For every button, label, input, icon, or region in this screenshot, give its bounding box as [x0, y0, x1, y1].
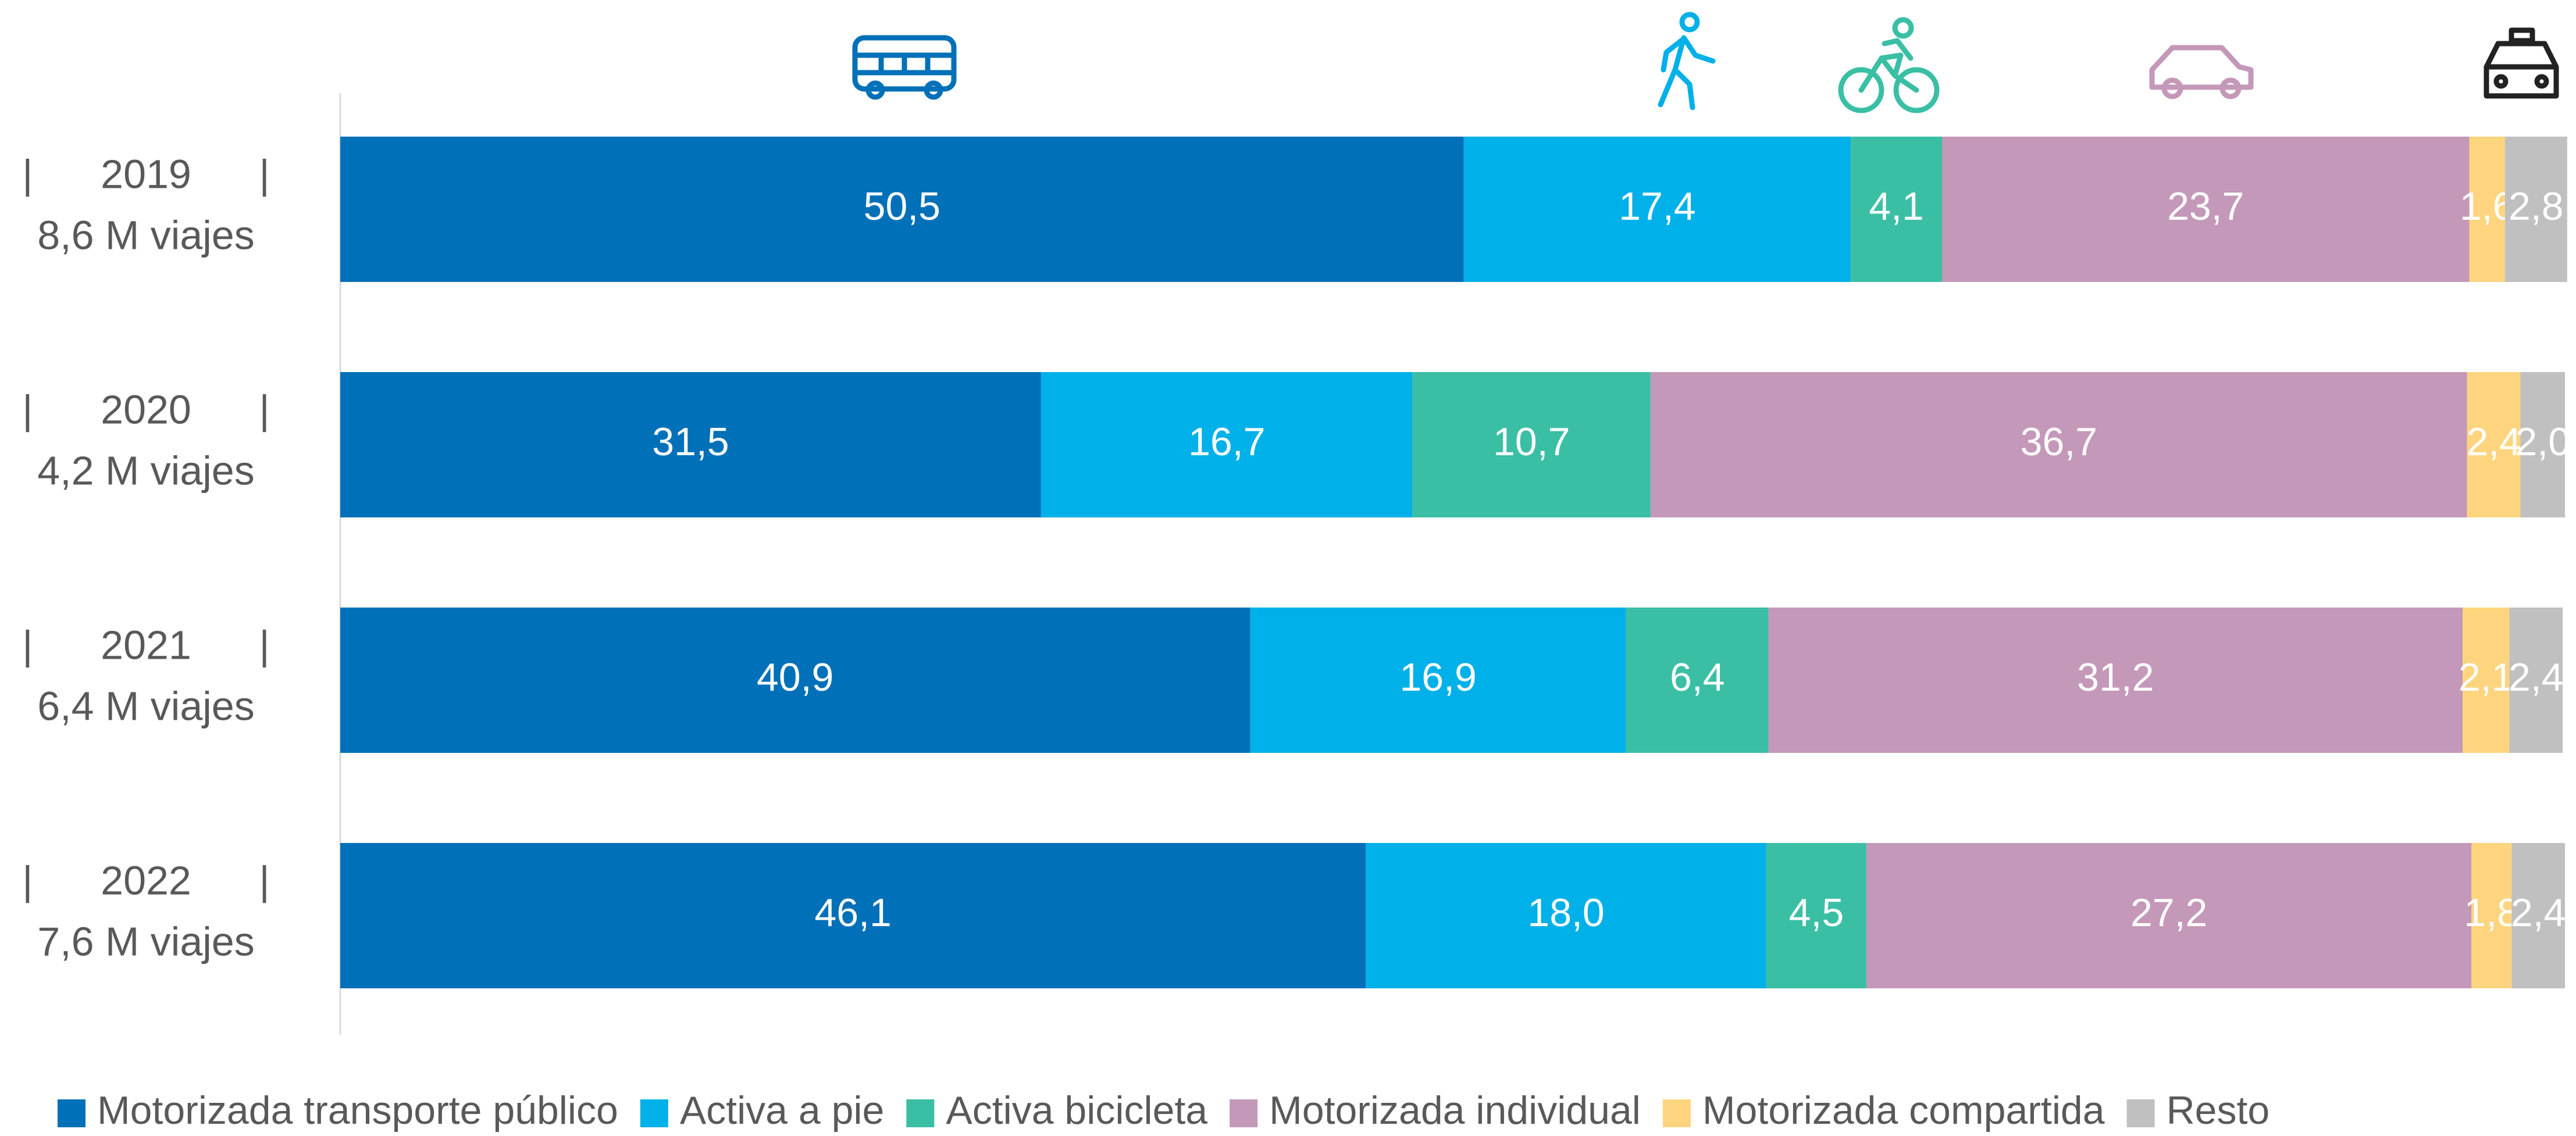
bar-segment: [2504, 137, 2567, 282]
bar-segment: [340, 372, 1041, 517]
value-label: 16,7: [1188, 420, 1265, 464]
trips-label: 6,4 M viajes: [37, 683, 254, 728]
bar-segment: [2463, 608, 2510, 753]
value-label: 2,8: [2509, 184, 2564, 228]
bar-segment: [1650, 372, 2467, 517]
value-label: 27,2: [2130, 891, 2207, 935]
value-label: 4,5: [1789, 891, 1844, 935]
value-label: 36,7: [2021, 420, 2097, 464]
car-icon: [2149, 45, 2254, 99]
bar-segment: [2520, 372, 2565, 517]
walk-icon: [1658, 12, 1716, 110]
value-label: 2,4: [2509, 655, 2564, 699]
mode-icons: [852, 12, 2559, 113]
taxi-icon: [2484, 27, 2559, 99]
bar-segment: [1942, 137, 2470, 282]
bar-segment: [340, 843, 1366, 988]
value-label: 17,4: [1619, 184, 1695, 228]
legend-swatch: [1230, 1099, 1258, 1127]
value-label: 18,0: [1527, 891, 1604, 935]
bus-icon: [852, 35, 957, 100]
value-label: 46,1: [814, 891, 891, 935]
value-label: 40,9: [757, 655, 833, 699]
legend-label: Activa a pie: [680, 1088, 885, 1133]
bar-segment: [1766, 843, 1866, 988]
category-label: | 2021 |: [22, 622, 269, 667]
bar-segment: [1463, 137, 1851, 282]
value-label: 2,1: [2459, 655, 2514, 699]
legend-label: Activa bicicleta: [946, 1088, 1207, 1133]
value-label: 2,4: [2466, 420, 2521, 464]
category-label: | 2019 |: [22, 151, 269, 197]
legend-label: Motorizada compartida: [1702, 1088, 2105, 1133]
bar-segment: [340, 608, 1250, 753]
value-label: 1,8: [2464, 891, 2520, 935]
trips-label: 7,6 M viajes: [37, 919, 254, 964]
trips-label: 4,2 M viajes: [37, 448, 254, 493]
bar-segment: [2469, 137, 2505, 282]
bar-segment: [2509, 608, 2563, 753]
value-label: 23,7: [2167, 184, 2244, 228]
legend: Motorizada transporte público Activa a pi…: [58, 1088, 2269, 1133]
value-label: 2,4: [2511, 891, 2566, 935]
legend-swatch: [906, 1099, 935, 1127]
bar-segment: [1366, 843, 1766, 988]
value-label: 4,1: [1869, 184, 1924, 228]
legend-label: Motorizada individual: [1269, 1088, 1641, 1133]
legend-swatch: [640, 1099, 668, 1127]
trips-label: 8,6 M viajes: [37, 212, 254, 258]
bar-segment: [1250, 608, 1626, 753]
bar-segment: [1626, 608, 1769, 753]
bar-segment: [2511, 843, 2565, 988]
legend-label: Resto: [2167, 1088, 2270, 1133]
value-label: 31,5: [652, 420, 729, 464]
value-label: 31,2: [2077, 655, 2154, 699]
bike-icon: [1838, 17, 1940, 113]
bar-segment: [2467, 372, 2521, 517]
bar-segment: [340, 137, 1464, 282]
legend-label: Motorizada transporte público: [97, 1088, 618, 1133]
bar-segment: [1866, 843, 2472, 988]
value-label: 50,5: [864, 184, 940, 228]
value-label: 2,0: [2515, 420, 2570, 464]
bar-segment: [1851, 137, 1942, 282]
legend-swatch: [1662, 1099, 1691, 1127]
category-label: | 2022 |: [22, 858, 269, 903]
value-label: 10,7: [1493, 420, 1570, 464]
legend-swatch: [2126, 1099, 2155, 1127]
value-label: 16,9: [1399, 655, 1476, 699]
bar-segment: [1412, 372, 1651, 517]
value-label: 6,4: [1670, 655, 1725, 699]
category-label: | 2020 |: [22, 387, 269, 432]
bar-segment: [1768, 608, 2463, 753]
bar-segment: [2471, 843, 2512, 988]
bar-segment: [1041, 372, 1413, 517]
legend-swatch: [58, 1099, 85, 1127]
